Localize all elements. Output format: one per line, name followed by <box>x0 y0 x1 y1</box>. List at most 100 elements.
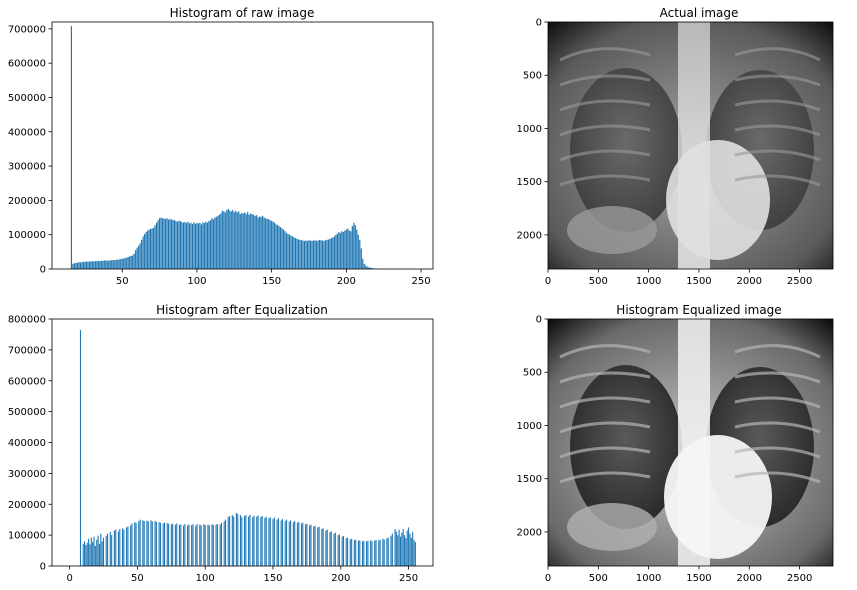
histogram-bar <box>227 517 229 566</box>
histogram-bar <box>89 544 91 566</box>
histogram-bar <box>259 216 261 269</box>
histogram-bar <box>325 530 327 566</box>
y-tick-label: 500 <box>523 71 542 82</box>
histogram-bar <box>212 219 214 269</box>
y-tick-label: 0 <box>536 18 542 29</box>
histogram-bar <box>194 223 197 269</box>
histogram-bar <box>79 329 82 566</box>
x-tick-label: 200 <box>337 276 356 287</box>
y-axis: 0 100000 200000 300000 400000 500000 600000 700… <box>8 24 52 276</box>
x-axis: 0 500 1000 1500 2000 2500 <box>545 566 812 584</box>
histogram-bar <box>181 222 183 269</box>
histogram-bar <box>203 524 205 566</box>
histogram-bar <box>333 533 335 566</box>
histogram-bar <box>293 237 295 269</box>
histogram-bar <box>119 528 121 566</box>
histogram-bar <box>309 525 311 566</box>
histogram-bar <box>96 539 98 566</box>
histogram-bar <box>126 527 128 566</box>
histogram-bar <box>106 260 108 269</box>
histogram-bar <box>139 243 141 269</box>
histogram-bar <box>347 537 349 566</box>
histogram-bar <box>398 529 400 566</box>
histogram-bar <box>232 209 234 269</box>
histogram-bar <box>94 261 96 269</box>
histogram-bar <box>175 220 177 269</box>
histogram-bar <box>157 220 159 269</box>
histogram-bar <box>359 540 361 566</box>
plot-frame <box>51 318 434 567</box>
x-axis: 0 500 1000 1500 2000 2500 <box>545 269 812 287</box>
histogram-bar <box>196 223 198 269</box>
histogram-bar <box>190 222 192 269</box>
histogram-bar <box>97 535 99 566</box>
histogram-bar <box>203 223 205 269</box>
histogram-bar <box>166 218 168 269</box>
histogram-bar <box>329 532 331 566</box>
histogram-bar <box>321 528 323 566</box>
histogram-bar <box>180 524 182 566</box>
histogram-bar <box>93 261 95 269</box>
y-tick-label: 1500 <box>517 177 542 188</box>
xray-image-equalized <box>548 319 833 566</box>
histogram-bar <box>386 538 388 566</box>
y-tick-label: 500000 <box>8 93 46 104</box>
histogram-bar <box>120 259 122 269</box>
histogram-bar <box>143 520 145 566</box>
xray-image <box>548 22 833 269</box>
histogram-bar <box>226 209 228 269</box>
y-tick-label: 400000 <box>8 438 46 449</box>
histogram-bar <box>371 267 373 269</box>
histogram-bar <box>294 520 296 566</box>
histogram-bar <box>287 234 289 269</box>
histogram-bar <box>365 265 367 269</box>
histogram-bar <box>172 523 174 566</box>
histogram-bar <box>268 518 270 566</box>
histogram-bar <box>252 517 254 566</box>
bar-series <box>70 26 380 269</box>
histogram-bar <box>363 540 365 566</box>
histogram-bar <box>322 528 324 566</box>
y-tick-label: 600000 <box>8 376 46 387</box>
histogram-bar <box>269 517 271 566</box>
histogram-bar <box>111 260 113 269</box>
y-tick-label: 500 <box>523 368 542 379</box>
histogram-bar <box>144 234 146 269</box>
histogram-bar <box>195 525 197 566</box>
histogram-bar <box>245 515 247 566</box>
histogram-bar <box>130 525 132 566</box>
histogram-bar <box>224 212 226 269</box>
histogram-bar <box>311 240 313 269</box>
histogram-bar <box>121 528 124 566</box>
histogram-bar <box>191 224 194 269</box>
histogram-bar <box>235 210 237 269</box>
histogram-bar <box>204 524 206 566</box>
histogram-bar <box>90 261 92 269</box>
histogram-bar <box>182 525 185 566</box>
histogram-bar <box>288 234 291 269</box>
histogram-bar <box>115 529 117 566</box>
histogram-bar <box>274 222 276 269</box>
histogram-bar <box>334 532 336 566</box>
histogram-bar <box>184 222 186 269</box>
histogram-bar <box>339 232 341 269</box>
y-tick-label: 2000 <box>517 527 542 538</box>
histogram-bar <box>117 259 119 269</box>
histogram-bar <box>168 523 170 566</box>
histogram-bar <box>146 520 148 566</box>
y-tick-label: 200000 <box>8 500 46 511</box>
histogram-bar <box>182 222 185 269</box>
histogram-bar <box>76 262 78 269</box>
histogram-bar <box>257 515 259 566</box>
histogram-bar <box>127 526 129 566</box>
y-axis: 0 100000 200000 300000 400000 500000 600000 700… <box>8 315 52 573</box>
histogram-bar <box>158 522 160 566</box>
histogram-bar <box>94 545 96 566</box>
histogram-bar <box>208 220 210 269</box>
histogram-bar <box>227 208 229 269</box>
histogram-bar <box>208 525 210 566</box>
x-tick-label: 2500 <box>787 573 812 584</box>
histogram-bar <box>378 540 380 566</box>
histogram-bar <box>357 540 359 566</box>
